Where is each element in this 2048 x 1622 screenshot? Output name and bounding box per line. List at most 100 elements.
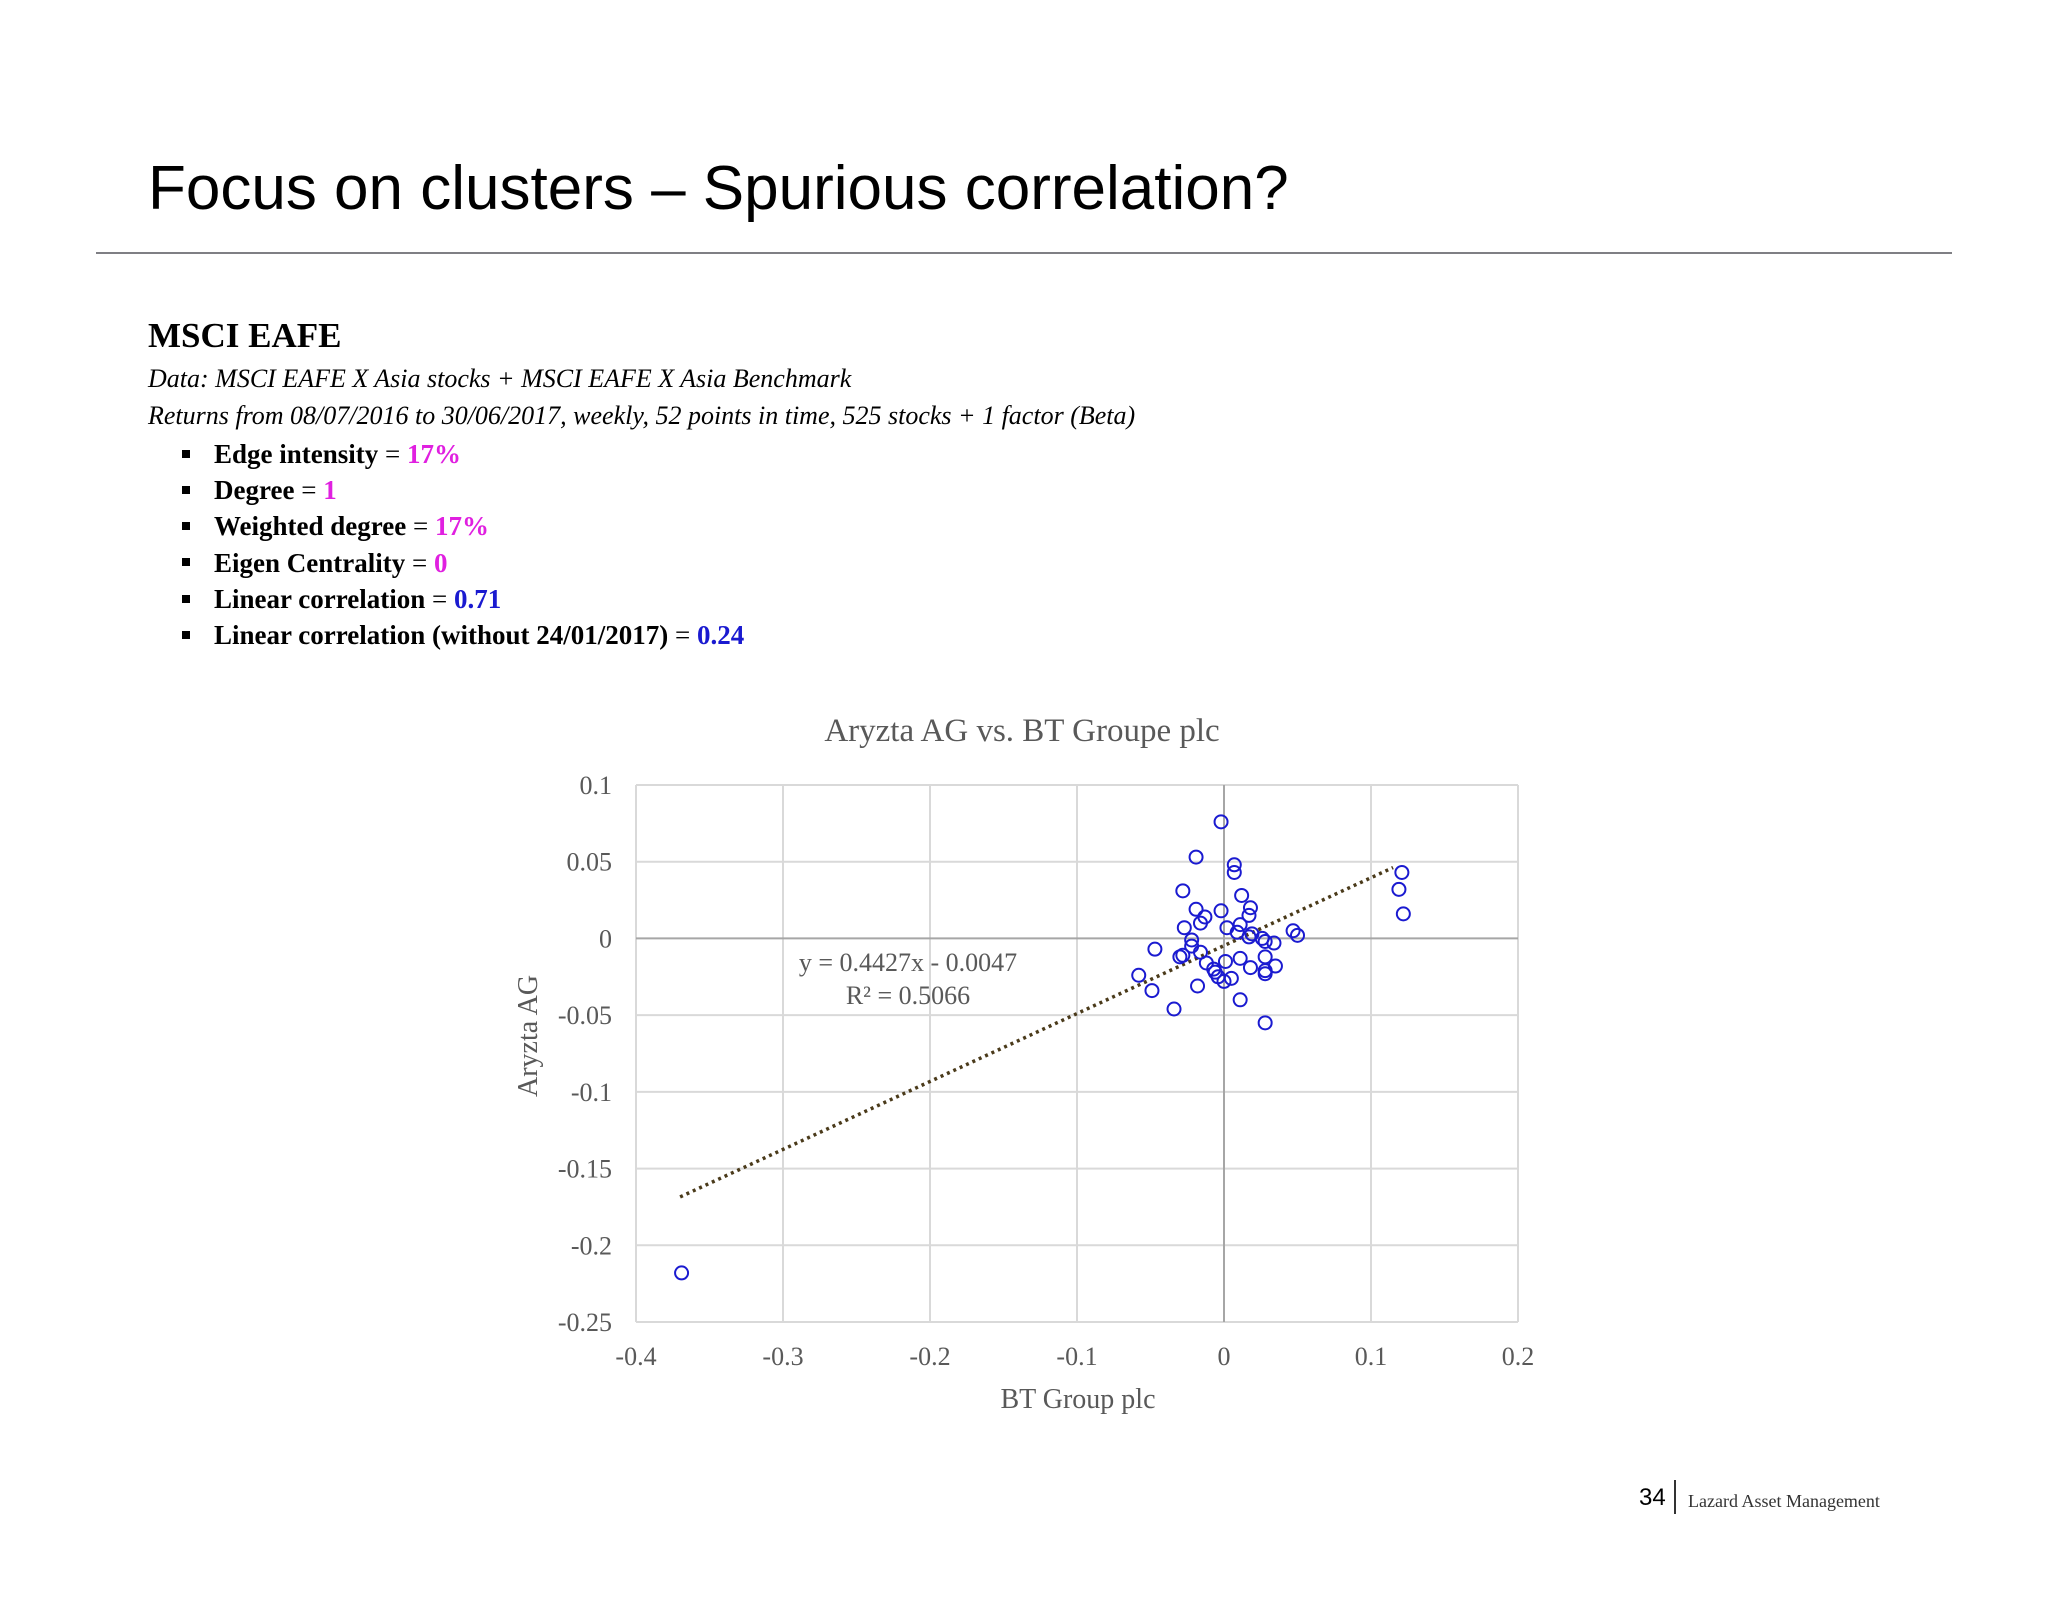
x-tick-label: -0.3 <box>762 1342 803 1371</box>
metric-item: Eigen Centrality = 0 <box>182 545 744 581</box>
slide-title: Focus on clusters – Spurious correlation… <box>148 154 1289 223</box>
square-bullet-icon <box>182 594 190 603</box>
chart-trendline-group <box>679 865 1394 1199</box>
metric-item: Degree = 1 <box>182 472 744 508</box>
data-point <box>1217 953 1233 969</box>
metric-value: 0 <box>433 547 448 578</box>
data-point <box>1285 923 1301 939</box>
metric-value: 17% <box>407 439 462 469</box>
metric-equals: = <box>294 475 324 506</box>
data-point <box>1216 973 1232 989</box>
data-point <box>1166 1001 1182 1017</box>
data-point <box>1242 900 1258 916</box>
square-bullet-icon <box>182 558 190 567</box>
x-tick-label: -0.1 <box>1056 1342 1097 1371</box>
data-point <box>1266 935 1282 951</box>
footer-company-name: Lazard Asset Management <box>1688 1491 1880 1511</box>
square-bullet-icon <box>182 486 190 494</box>
x-tick-label: 0 <box>1218 1342 1231 1371</box>
data-point <box>1232 917 1248 933</box>
y-tick-label: 0.05 <box>567 848 613 877</box>
data-description: Data: MSCI EAFE X Asia stocks + MSCI EAF… <box>148 364 852 393</box>
y-tick-label: 0 <box>599 924 612 953</box>
footer-divider <box>1674 1480 1676 1514</box>
chart-title: Aryzta AG vs. BT Groupe plc <box>824 713 1219 749</box>
data-point <box>1190 978 1206 994</box>
x-axis-title: BT Group plc <box>1000 1384 1155 1415</box>
data-point <box>1175 883 1191 899</box>
x-tick-label: 0.2 <box>1502 1342 1535 1371</box>
data-point <box>1188 849 1204 865</box>
data-point <box>1394 864 1410 880</box>
chart-tick-labels: -0.4 -0.3 -0.2 -0.1 0 0.1 0.2 0.1 0.05 0 -0.05 -0.1… <box>558 771 1534 1371</box>
metric-item: Weighted degree = 17% <box>182 508 744 544</box>
data-point <box>1213 903 1229 919</box>
data-point <box>1226 857 1242 873</box>
data-point <box>1232 950 1248 966</box>
metric-label: Linear correlation <box>214 583 426 614</box>
data-point <box>1391 881 1407 897</box>
data-point <box>1232 992 1248 1008</box>
square-bullet-icon <box>182 449 190 458</box>
trendline <box>679 865 1394 1199</box>
data-point <box>1290 927 1305 943</box>
data-point <box>1257 966 1273 982</box>
metric-label: Linear correlation (without 24/01/2017) <box>214 620 669 651</box>
trendline-equation: y = 0.4427x - 0.0047 <box>799 948 1017 977</box>
chart-axes <box>636 785 1518 1322</box>
y-tick-label: -0.1 <box>571 1078 612 1107</box>
y-tick-label: -0.2 <box>571 1231 612 1260</box>
data-point <box>1172 949 1188 965</box>
data-point <box>1192 915 1208 931</box>
x-tick-label: -0.4 <box>615 1342 656 1371</box>
metric-label: Degree <box>214 475 295 506</box>
x-tick-label: 0.1 <box>1355 1342 1388 1371</box>
data-point <box>1241 929 1257 945</box>
metrics-list: Edge intensity = 17% Degree = 1 Weighted… <box>182 436 744 653</box>
data-point <box>1188 901 1204 917</box>
data-point <box>1144 983 1160 999</box>
data-point <box>1176 920 1192 936</box>
data-point <box>1226 864 1242 880</box>
data-point <box>1242 960 1258 976</box>
page-number: 34 <box>1639 1484 1666 1511</box>
chart-gridlines <box>635 784 1519 1323</box>
metric-equals: = <box>668 620 697 651</box>
y-tick-label: 0.1 <box>580 771 613 800</box>
data-point <box>1234 887 1250 903</box>
metric-equals: = <box>406 511 435 542</box>
y-tick-label: -0.15 <box>558 1155 612 1184</box>
square-bullet-icon <box>182 522 190 531</box>
data-point <box>1241 907 1257 923</box>
data-point <box>1223 970 1239 986</box>
data-point <box>1131 967 1147 983</box>
chart-points <box>674 814 1411 1281</box>
metric-label: Eigen Centrality <box>214 547 406 578</box>
metric-item: Linear correlation = 0.71 <box>182 581 744 617</box>
x-tick-label: -0.2 <box>909 1342 950 1371</box>
metric-item: Edge intensity = 17% <box>182 436 744 472</box>
title-divider <box>96 252 1952 254</box>
metric-value: 0.71 <box>453 583 502 614</box>
metric-equals: = <box>405 547 434 578</box>
metric-value: 17% <box>434 511 489 542</box>
data-point <box>1395 906 1411 922</box>
metric-equals: = <box>378 439 408 469</box>
data-point <box>1184 932 1200 948</box>
metric-value: 1 <box>323 475 337 506</box>
trendline-r-squared: R² = 0.5066 <box>846 981 970 1010</box>
y-axis-title: Aryzta AG <box>513 975 544 1097</box>
returns-description: Returns from 08/07/2016 to 30/06/2017, w… <box>148 401 1136 430</box>
data-point <box>1213 814 1229 830</box>
metric-value: 0.24 <box>696 620 745 651</box>
data-point <box>674 1265 690 1281</box>
y-tick-label: -0.25 <box>558 1308 612 1337</box>
section-heading: MSCI EAFE <box>148 316 342 355</box>
data-point <box>1147 941 1163 957</box>
metric-label: Edge intensity <box>214 439 379 469</box>
data-point <box>1257 933 1273 949</box>
data-point <box>1257 1015 1273 1031</box>
metric-equals: = <box>425 583 454 614</box>
metric-item: Linear correlation (without 24/01/2017) … <box>182 617 744 653</box>
